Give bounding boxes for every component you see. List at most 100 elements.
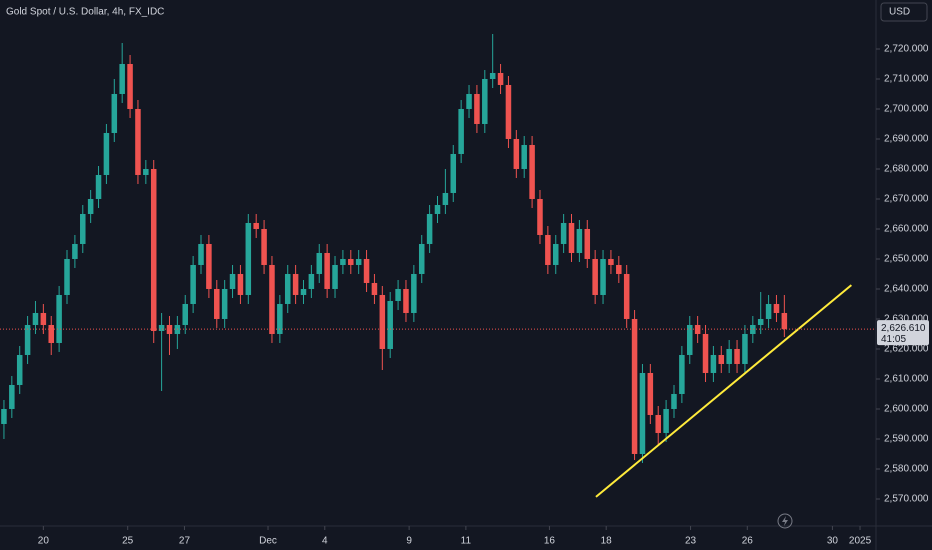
y-tick-label: 2,620.000 xyxy=(884,344,929,355)
x-tick-label: 30 xyxy=(827,536,839,547)
countdown-label: 41:05 xyxy=(881,334,906,345)
candle-body xyxy=(450,153,457,193)
candle-body xyxy=(245,222,252,295)
candle-body xyxy=(182,303,189,325)
candle-body xyxy=(434,204,441,214)
candle-body xyxy=(529,144,535,199)
candle-body xyxy=(190,264,196,304)
candle-body xyxy=(521,144,527,169)
candle-body xyxy=(608,258,614,265)
candle-body xyxy=(348,258,354,265)
candle-body xyxy=(229,273,236,289)
candle-body xyxy=(1,408,7,424)
candle-body xyxy=(489,72,496,79)
candle-body xyxy=(300,288,307,295)
x-tick-label: 20 xyxy=(38,536,50,547)
x-tick-label: 2025 xyxy=(849,536,872,547)
y-tick-label: 2,580.000 xyxy=(884,464,929,475)
candle-body xyxy=(277,303,283,334)
candle-body xyxy=(56,294,62,343)
lightning-glyph xyxy=(782,516,788,526)
x-tick-label: Dec xyxy=(259,536,277,547)
candle-body xyxy=(340,258,346,265)
candle-body xyxy=(16,354,23,385)
candle-body xyxy=(576,228,583,253)
y-tick-label: 2,590.000 xyxy=(884,434,929,445)
y-tick-label: 2,650.000 xyxy=(884,254,929,265)
candle-body xyxy=(734,348,740,364)
candle-body xyxy=(411,273,417,313)
candle-body xyxy=(686,324,693,355)
candle-body xyxy=(647,372,654,415)
candle-body xyxy=(718,354,725,364)
candle-body xyxy=(474,93,480,124)
candle-body xyxy=(584,228,591,259)
candle-body xyxy=(111,93,118,133)
candle-body xyxy=(497,72,504,85)
trend-line xyxy=(595,284,852,498)
x-tick-label: 9 xyxy=(406,536,412,547)
candle-body xyxy=(206,243,212,289)
candle-body xyxy=(284,273,291,304)
candle-body xyxy=(403,288,409,313)
candle-body xyxy=(702,333,709,373)
currency-label[interactable]: USD xyxy=(889,7,910,18)
candle-body xyxy=(671,393,677,409)
candle-body xyxy=(537,198,543,235)
candle-body xyxy=(426,213,433,244)
candle-body xyxy=(655,414,661,433)
candle-body xyxy=(395,288,401,301)
candle-body xyxy=(48,324,54,343)
candle-body xyxy=(9,384,15,409)
candle-body xyxy=(710,354,717,373)
last-price-label: 2,626.610 xyxy=(881,323,926,334)
y-tick-label: 2,700.000 xyxy=(884,104,929,115)
y-tick-label: 2,610.000 xyxy=(884,374,929,385)
candle-body xyxy=(324,252,330,289)
candle-body xyxy=(72,243,78,259)
y-tick-label: 2,600.000 xyxy=(884,404,929,415)
candle-body xyxy=(513,138,520,169)
x-tick-label: 11 xyxy=(461,536,472,547)
candle-body xyxy=(505,84,512,139)
candle-body xyxy=(127,63,133,109)
candle-body xyxy=(40,312,47,325)
candle-body xyxy=(387,300,393,349)
candle-body xyxy=(80,213,86,244)
candle-body xyxy=(742,333,748,364)
candle-body xyxy=(87,198,94,214)
candle-body xyxy=(679,354,685,394)
candle-body xyxy=(166,324,173,334)
candle-body xyxy=(750,324,756,334)
y-tick-label: 2,660.000 xyxy=(884,224,929,235)
x-tick-label: 16 xyxy=(544,536,556,547)
candle-body xyxy=(269,264,275,334)
candle-body xyxy=(568,222,575,253)
candle-body xyxy=(616,264,622,274)
y-tick-label: 2,680.000 xyxy=(884,164,929,175)
candle-body xyxy=(261,228,267,265)
x-tick-label: 23 xyxy=(685,536,697,547)
x-tick-label: 26 xyxy=(742,536,754,547)
candle-body xyxy=(135,108,141,175)
candle-body xyxy=(95,174,102,199)
candle-body xyxy=(237,273,244,295)
candle-body xyxy=(355,258,362,265)
candle-body xyxy=(663,408,669,433)
candle-body xyxy=(560,222,567,244)
candle-body xyxy=(150,168,157,331)
y-tick-label: 2,640.000 xyxy=(884,284,929,295)
candle-body xyxy=(221,288,228,319)
x-tick-label: 27 xyxy=(179,536,191,547)
lightning-icon[interactable] xyxy=(777,513,793,529)
candle-body xyxy=(482,78,488,124)
chart-title: Gold Spot / U.S. Dollar, 4h, FX_IDC xyxy=(6,7,164,18)
currency-button[interactable] xyxy=(880,2,928,22)
x-tick-label: 25 xyxy=(122,536,134,547)
candle-body xyxy=(332,264,338,289)
candle-body xyxy=(765,303,772,319)
y-tick-label: 2,670.000 xyxy=(884,194,929,205)
candle-body xyxy=(292,273,299,295)
candle-body xyxy=(103,132,110,175)
